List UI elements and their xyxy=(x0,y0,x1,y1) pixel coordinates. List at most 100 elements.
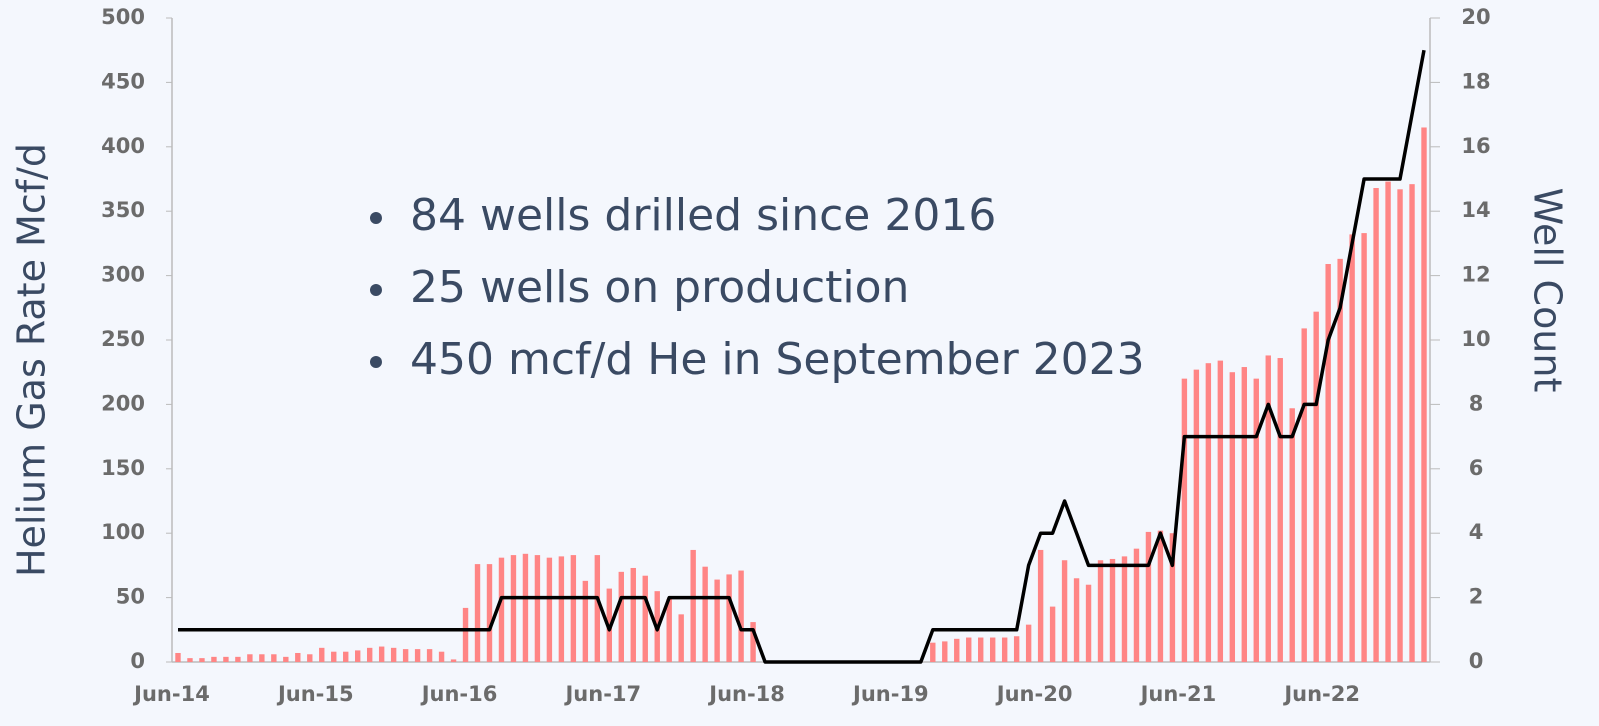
bar xyxy=(942,641,948,662)
bar xyxy=(450,659,457,662)
bar xyxy=(414,649,421,662)
bar xyxy=(750,622,756,662)
bar xyxy=(966,637,972,662)
y2-tick-label: 16 xyxy=(1461,134,1490,158)
bar xyxy=(235,656,241,662)
bar xyxy=(498,557,505,662)
bar xyxy=(1349,234,1355,662)
x-tick-label: Jun-21 xyxy=(1139,682,1217,706)
y2-axis-title: Well Count xyxy=(1526,188,1570,393)
bar xyxy=(1385,181,1391,663)
bar xyxy=(199,658,205,662)
bar xyxy=(486,564,493,662)
bar xyxy=(1001,637,1008,662)
bar xyxy=(630,567,636,662)
bar xyxy=(989,637,996,662)
bar xyxy=(1313,311,1319,662)
bar xyxy=(1229,372,1236,662)
bar xyxy=(1193,369,1200,662)
bar xyxy=(426,649,433,662)
bar xyxy=(1217,360,1224,662)
y2-tick-label: 12 xyxy=(1461,263,1490,287)
y2-tick-label: 0 xyxy=(1469,649,1484,673)
bar xyxy=(666,598,672,662)
y-tick-label: 200 xyxy=(101,391,145,415)
bar xyxy=(1397,189,1403,662)
bar xyxy=(522,553,529,662)
bar xyxy=(462,607,469,662)
bar xyxy=(402,649,409,662)
annotation: 25 wells on production xyxy=(410,262,909,313)
bar xyxy=(247,654,253,662)
bullet xyxy=(370,212,382,224)
bar xyxy=(211,656,217,662)
x-tick-label: Jun-17 xyxy=(563,682,641,706)
bar xyxy=(1097,560,1104,662)
y2-tick-label: 8 xyxy=(1469,391,1484,415)
y-tick-label: 0 xyxy=(130,649,145,673)
bar xyxy=(259,654,265,662)
bar xyxy=(618,571,624,662)
bar xyxy=(1037,549,1044,662)
bar xyxy=(594,555,601,662)
x-tick-label: Jun-19 xyxy=(851,682,929,706)
bar xyxy=(319,647,325,662)
bar xyxy=(1121,556,1128,662)
bar xyxy=(1133,548,1140,662)
bar xyxy=(1157,530,1164,662)
line xyxy=(178,49,1426,664)
bar xyxy=(714,579,720,662)
bar xyxy=(1181,378,1188,662)
y-tick-label: 150 xyxy=(101,456,145,480)
y-tick-label: 450 xyxy=(101,69,145,93)
y-tick-label: 300 xyxy=(101,263,145,287)
bar xyxy=(175,652,181,662)
y-tick-label: 50 xyxy=(116,585,145,609)
x-tick-label: Jun-18 xyxy=(707,682,785,706)
bar xyxy=(1421,127,1427,663)
bar xyxy=(378,646,385,662)
bar xyxy=(1277,358,1283,662)
y-tick-label: 250 xyxy=(101,327,145,351)
bar xyxy=(1049,606,1056,662)
bar xyxy=(954,638,960,662)
bar xyxy=(978,637,984,662)
bar xyxy=(558,556,565,662)
y-tick-label: 400 xyxy=(101,134,145,158)
bar xyxy=(331,651,337,662)
x-tick-label: Jun-20 xyxy=(995,682,1073,706)
bar xyxy=(690,549,696,662)
bar xyxy=(1013,636,1020,662)
bar xyxy=(366,647,373,662)
y2-tick-label: 2 xyxy=(1469,585,1484,609)
bar xyxy=(738,570,744,662)
bar xyxy=(582,580,589,662)
bar xyxy=(1073,578,1080,662)
bullet xyxy=(370,356,382,368)
bar xyxy=(1241,367,1247,662)
x-tick-label: Jun-16 xyxy=(420,682,498,706)
bar xyxy=(930,642,936,662)
bar xyxy=(223,656,229,662)
y2-tick-label: 14 xyxy=(1461,198,1490,222)
x-tick-label: Jun-22 xyxy=(1282,682,1360,706)
bar xyxy=(474,564,481,662)
bar xyxy=(271,654,277,662)
bar xyxy=(187,658,193,662)
bar xyxy=(702,566,708,662)
bar xyxy=(1169,533,1176,662)
bar xyxy=(1325,264,1331,662)
bar xyxy=(1145,531,1152,662)
bar xyxy=(307,654,313,662)
y-axis-title: Helium Gas Rate Mcf/d xyxy=(10,143,54,577)
y2-tick-label: 6 xyxy=(1469,456,1484,480)
bar xyxy=(726,574,732,662)
bar xyxy=(343,651,349,662)
bar xyxy=(1265,355,1271,662)
annotation: 84 wells drilled since 2016 xyxy=(410,190,996,241)
bar xyxy=(1373,188,1379,663)
bar xyxy=(534,555,541,662)
bar xyxy=(295,652,301,662)
